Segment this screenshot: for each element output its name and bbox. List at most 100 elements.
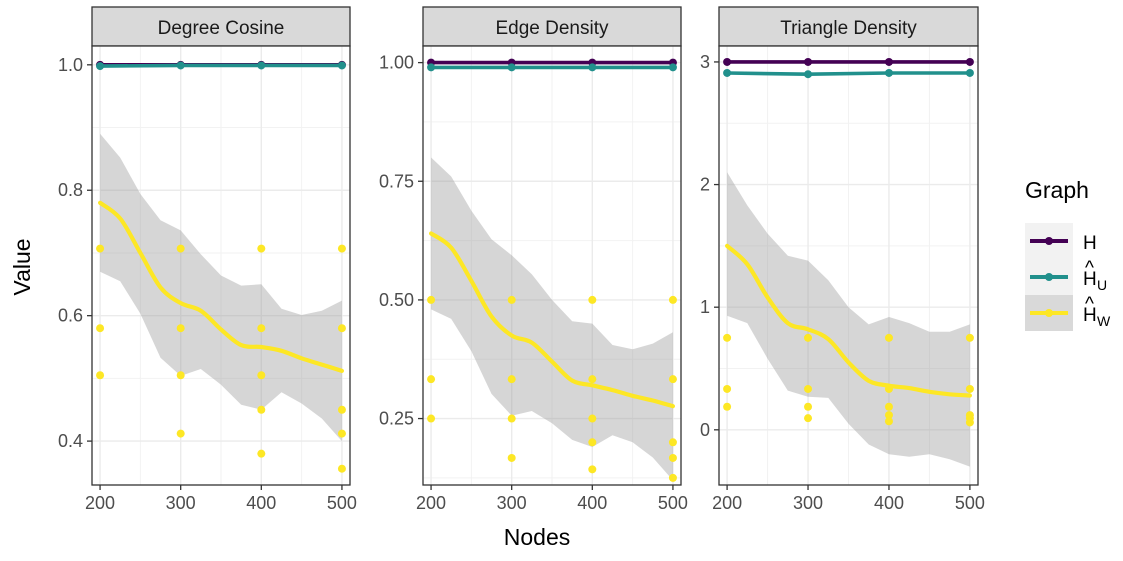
panel-data [427,58,677,482]
y-tick-label: 0.6 [58,306,83,326]
hw-smooth-line [98,200,344,373]
hw-point [257,371,266,380]
y-axis-title: Value [9,238,35,295]
hw-point [176,324,185,333]
y-tick-label: 0.8 [58,180,83,200]
hw-point [965,418,974,427]
legend-item-1: H [1025,223,1097,259]
x-tick-label: 300 [166,493,196,513]
y-tick-label: 0.50 [379,290,414,310]
hu-point [96,62,105,71]
hw-point [884,411,893,420]
h-point [723,57,732,66]
x-tick-label: 400 [874,493,904,513]
hw-point [668,438,677,447]
y-tick-label: 0.75 [379,171,414,191]
hw-point [668,295,677,304]
hw-point [965,384,974,393]
hw-point [668,473,677,482]
y-tick-label: 1 [700,297,710,317]
x-tick-label: 200 [85,493,115,513]
hw-point [723,402,732,411]
hw-point [507,414,516,423]
y-tick-label: 3 [700,52,710,72]
legend-key-point [1045,273,1053,281]
hu-point [723,68,732,77]
y-tick-label: 0.25 [379,409,414,429]
hw-point [257,405,266,414]
hw-point [804,402,813,411]
hu-point [668,63,677,72]
hw-smooth-line [725,243,972,398]
x-tick-label: 500 [658,493,688,513]
legend-label-hat: ^ [1085,294,1094,315]
hw-confidence-band [727,172,970,467]
legend-label: H [1083,305,1097,326]
hw-point [257,449,266,458]
legend-label: H [1083,233,1097,254]
y-tick-label: 0.4 [58,431,83,451]
hw-point [965,333,974,342]
panel-3: Triangle Density 200 300 400 500 0 1 2 3 [700,6,985,513]
x-tick-label: 500 [955,493,985,513]
panel-border [91,45,351,486]
hw-confidence-band [431,157,673,481]
hu-point [804,70,813,79]
hw-point [723,333,732,342]
hw-point [96,244,105,253]
hu-point [507,63,516,72]
x-tick-label: 400 [246,493,276,513]
h-point [884,57,893,66]
hw-confidence-band [100,133,342,442]
hu-point [588,63,597,72]
hw-point [257,244,266,253]
hu-point [965,68,974,77]
hw-point [176,429,185,438]
hw-point [804,384,813,393]
hw-point [507,453,516,462]
x-tick-label: 300 [497,493,527,513]
x-axis-title: Nodes [504,524,570,550]
legend-item-2: H^U [1025,258,1107,295]
hw-point [507,375,516,384]
hu-point [884,68,893,77]
hw-point [427,414,436,423]
h-point [965,57,974,66]
x-tick-label: 300 [793,493,823,513]
facet-strip [422,6,682,47]
y-tick-label: 1.0 [58,55,83,75]
hu-point [257,61,266,70]
hw-point [588,438,597,447]
facet-strip-label: Triangle Density [780,18,917,39]
hw-point [176,371,185,380]
h-point [804,57,813,66]
legend-label-subscript: U [1097,277,1107,293]
hu-series-line [727,71,970,77]
hw-point [337,464,346,473]
hw-point [427,295,436,304]
hw-point [176,244,185,253]
hw-point [884,333,893,342]
legend: Graph HH^UH^W [1025,177,1111,331]
hw-point [804,333,813,342]
y-tick-label: 2 [700,175,710,195]
hu-series-line [100,63,342,68]
x-tick-label: 200 [416,493,446,513]
hw-point [257,324,266,333]
panel-2: Edge Density 200 300 400 500 0.25 0.50 0.75 1.00 [379,6,688,513]
y-tick-label: 1.00 [379,53,414,73]
facet-strip-label: Edge Density [495,18,609,39]
hw-point [507,295,516,304]
hw-point [588,375,597,384]
panels: Degree Cosine 200 300 400 500 0.4 0.6 0.8 1.0 Edg… [58,6,985,513]
hu-point [176,61,185,70]
hw-point [337,324,346,333]
y-tick-label: 0 [700,420,710,440]
hw-point [588,465,597,474]
x-tick-label: 400 [577,493,607,513]
hu-point [427,63,436,72]
hu-point [337,61,346,70]
legend-key-point [1045,237,1053,245]
hw-smooth-line [429,231,675,409]
